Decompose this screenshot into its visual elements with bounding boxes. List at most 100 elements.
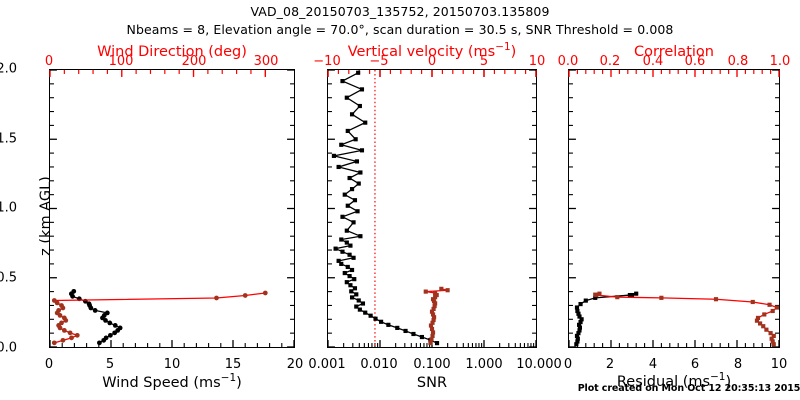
panel-residual-series-1-marker: [758, 321, 763, 326]
panel-snr-series-0-marker: [356, 181, 361, 186]
panel-snr-top-tick-2: 0: [427, 54, 437, 69]
panel-snr-series-0-marker: [349, 112, 355, 117]
panel-snr-series-0-marker: [351, 255, 356, 260]
figure-title-subtitle: Nbeams = 8, Elevation angle = 70.0°, sca…: [126, 22, 674, 37]
panel-snr-series-1-marker: [445, 288, 450, 293]
panel-snr-series-0-marker: [358, 170, 363, 175]
plot-creation-timestamp: Plot created on Mon Oct 12 20:35:13 2015: [577, 383, 800, 394]
panel-wind-series-1-line: [52, 292, 266, 344]
panel-residual-top-tick-1: 0.2: [599, 54, 621, 69]
panel-snr-series-0-marker: [339, 261, 344, 266]
panel-snr-series-0-marker: [349, 187, 355, 192]
panel-snr-series-1-marker: [430, 312, 436, 317]
panel-snr-series-0-marker: [357, 103, 362, 109]
panel-snr-series-0-marker: [358, 234, 363, 239]
panel-residual-series-1-marker: [774, 305, 779, 310]
panel-residual-series-0-marker: [578, 319, 583, 325]
panel-snr-series-0-line: [333, 72, 438, 344]
panel-snr-series-0-marker: [434, 341, 440, 346]
panel-residual-top-tick-5: 1.0: [769, 54, 791, 69]
panel-residual-series-1-marker: [771, 342, 776, 347]
panel-snr-series-1-marker: [423, 289, 428, 294]
panel-residual-series-1-marker: [713, 297, 719, 302]
panel-residual-series-0-marker: [574, 342, 579, 347]
panel-snr-series-1-marker: [430, 333, 435, 339]
panel-residual-series-0-marker: [578, 301, 583, 307]
panel-snr-series-0-marker: [345, 264, 350, 270]
panel-snr-series-0-marker: [349, 295, 355, 300]
panel-snr-top-tick-1: −5: [369, 54, 389, 69]
panel-snr-plot-area: [327, 69, 537, 348]
panel-residual-top-axis-title: Correlation: [634, 44, 714, 60]
panel-snr-series-1-marker: [430, 320, 435, 325]
panel-residual-series-1-marker: [761, 324, 766, 329]
panel-residual-x-tick-1: 2: [605, 357, 615, 372]
panel-residual-top-tick-4: 0.8: [727, 54, 749, 69]
panel-wind-series-0-marker: [103, 335, 109, 341]
panel-residual-top-tick-2: 0.4: [642, 54, 664, 69]
panel-wind-series-1-marker: [262, 290, 268, 296]
panel-snr-x-tick-0: 0.001: [308, 357, 346, 372]
panel-snr-series-0-marker: [339, 237, 344, 242]
panel-snr-series-0-marker: [349, 267, 355, 273]
panel-residual-series-1-marker: [593, 292, 598, 297]
panel-residual-series-1-marker: [771, 333, 776, 339]
panel-snr-series-0-marker: [348, 243, 353, 248]
panel-wind-series-0-marker: [71, 288, 77, 294]
y-tick-label-4: 2.0: [0, 61, 17, 77]
panel-snr-series-1-marker: [428, 323, 434, 328]
panel-residual-series-1-marker: [764, 327, 769, 332]
panel-snr-series-0-marker: [419, 334, 424, 340]
panel-snr-series-0-marker: [344, 280, 349, 285]
panel-snr-series-0-marker: [379, 319, 384, 324]
panel-residual-top-tick-3: 0.6: [684, 54, 706, 69]
figure-title-main: VAD_08_20150703_135752, 20150703.135809: [250, 4, 550, 19]
panel-snr-series-0-marker: [342, 192, 347, 197]
panel-residual-series-1-marker: [762, 312, 767, 317]
panel-snr-series-1-marker: [431, 306, 436, 311]
panel-wind-series-1-marker: [60, 337, 66, 343]
panel-residual-content: [568, 69, 780, 348]
panel-residual-series-0-marker: [577, 325, 582, 330]
panel-snr-series-0-marker: [351, 220, 356, 225]
panel-snr-top-axis-title: Vertical velocity (ms−1): [348, 42, 517, 60]
panel-wind-content: [49, 69, 295, 348]
panel-snr-series-0-marker: [347, 252, 352, 257]
panel-wind-x-tick-0: 0: [44, 357, 54, 372]
panel-snr-series-0-marker: [373, 316, 378, 321]
panel-wind-x-tick-2: 10: [163, 357, 181, 372]
panel-wind-series-1-marker: [59, 303, 64, 308]
panel-snr-series-0-marker: [353, 137, 358, 142]
panel-snr-series-0-marker: [352, 198, 358, 203]
panel-snr-series-0-marker: [395, 325, 400, 330]
panel-snr-series-0-marker: [386, 322, 391, 327]
panel-wind-series-0-marker: [112, 323, 118, 328]
panel-snr-series-1-marker: [433, 290, 438, 296]
panel-snr-series-0-marker: [340, 214, 345, 219]
panel-wind-series-0-marker: [86, 301, 92, 307]
panel-snr-series-1-marker: [432, 304, 437, 309]
panel-snr-x-tick-3: 1.000: [465, 357, 503, 372]
panel-wind-series-0-marker: [97, 340, 102, 346]
panel-residual-series-1-marker: [659, 295, 664, 300]
panel-snr-series-0-marker: [349, 289, 354, 294]
panel-wind-series-0-marker: [92, 308, 98, 313]
panel-snr-x-axis-title: SNR: [416, 375, 448, 391]
panel-residual-x-tick-4: 8: [733, 357, 743, 372]
panel-wind-speed-direction: [49, 69, 295, 348]
panel-snr-series-0-marker: [333, 246, 338, 251]
panel-residual-x-tick-2: 4: [648, 357, 658, 372]
panel-snr-series-0-marker: [354, 304, 359, 309]
panel-snr-series-1-marker: [428, 340, 433, 345]
panel-snr-series-0-marker: [344, 240, 349, 245]
panel-residual-x-axis-title: Residual (ms−1): [617, 372, 731, 390]
panel-snr-content: [327, 69, 537, 348]
panel-wind-series-1-marker: [74, 332, 80, 338]
panel-snr-series-0-marker: [345, 203, 350, 208]
panel-residual-series-1-line: [593, 293, 779, 345]
panel-snr-series-1-marker: [429, 326, 435, 332]
panel-snr-series-0-marker: [331, 153, 337, 158]
panel-residual-series-1-marker: [767, 302, 772, 307]
panel-wind-x-axis-title-text: Wind Speed (ms−1): [102, 372, 242, 391]
